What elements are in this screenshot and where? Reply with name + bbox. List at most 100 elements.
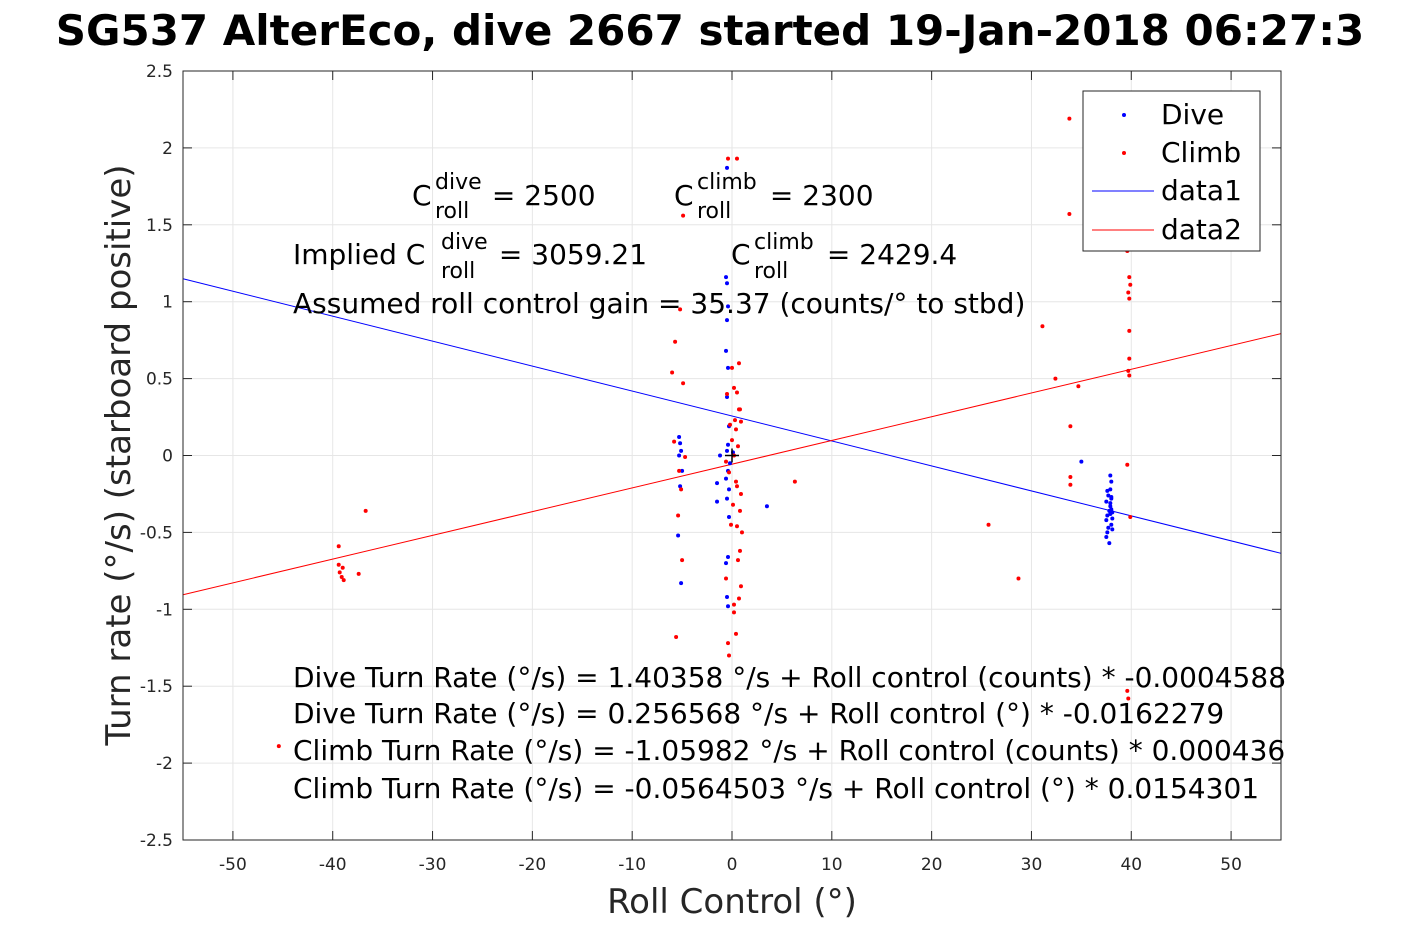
legend-data1-label: data1 <box>1161 174 1242 207</box>
implied-climb-sup: climb <box>754 230 814 255</box>
dive-point <box>677 435 682 440</box>
dive-point <box>1108 504 1113 509</box>
y-tick-label: 0.5 <box>146 370 173 390</box>
implied-climb-base: C <box>731 238 751 271</box>
x-tick-label: -40 <box>319 855 347 875</box>
implied-climb-sub: roll <box>754 259 788 284</box>
climb-point <box>673 339 678 344</box>
climb-point <box>986 522 991 527</box>
dive-point <box>724 348 729 353</box>
climb-point <box>363 508 368 513</box>
y-axis-label: Turn rate (°/s) (starboard positive) <box>99 164 139 746</box>
dive-point <box>764 504 769 509</box>
climb-point <box>1068 475 1073 480</box>
dive-point <box>1106 493 1111 498</box>
axis-ticks: -50 -40 -30 -20 -10 0 10 20 30 40 50-2.5-2-1.5-1-0… <box>140 62 1281 875</box>
gain-annotation: Assumed roll control gain = 35.37 (count… <box>293 287 1025 320</box>
legend-box <box>1082 90 1261 252</box>
implied-dive-sub: roll <box>441 259 475 284</box>
climb-point <box>1127 328 1132 333</box>
x-tick-label: 0 <box>727 855 738 875</box>
dive-point <box>726 442 731 447</box>
implied-climb-value: = 2429.4 <box>818 238 957 271</box>
dive-point <box>725 448 730 453</box>
climb-point <box>677 468 682 473</box>
x-tick-label: -30 <box>419 855 447 875</box>
legend-climb-marker <box>1122 151 1126 155</box>
x-tick-label: -10 <box>618 855 646 875</box>
dive-point <box>1105 530 1110 535</box>
c-climb-sup: climb <box>697 170 757 195</box>
implied-dive-value: = 3059.21 <box>490 238 647 271</box>
plot-frame <box>182 70 1282 841</box>
y-tick-label: -2 <box>156 754 173 774</box>
dive-point <box>679 448 684 453</box>
dive-point <box>1108 487 1113 492</box>
y-tick-label: 0 <box>162 447 173 467</box>
dive-point <box>1104 535 1109 540</box>
legend-dive-label: Dive <box>1161 98 1224 131</box>
dive-point <box>678 484 683 489</box>
climb-point <box>727 470 732 475</box>
dive-point <box>724 275 729 280</box>
dive-point <box>718 453 723 458</box>
climb-point <box>681 381 686 386</box>
climb-point <box>336 544 341 549</box>
dive-point <box>1107 541 1112 546</box>
climb-point <box>734 524 739 529</box>
x-tick-label: 10 <box>821 855 843 875</box>
y-tick-label: 1.5 <box>146 216 173 236</box>
climb-point <box>1127 275 1132 280</box>
climb-point <box>674 634 679 639</box>
climb-point <box>678 307 683 312</box>
climb-point <box>683 455 688 460</box>
dive-point <box>1110 527 1115 532</box>
dive-point <box>1108 501 1113 506</box>
climb-point <box>1068 424 1073 429</box>
legend: Dive Climb data1 data2 <box>1082 90 1261 252</box>
climb-point <box>1125 462 1130 467</box>
climb-point <box>1067 116 1072 121</box>
c-dive-value: = 2500 <box>483 179 596 212</box>
climb-point <box>1076 384 1081 389</box>
climb-point <box>672 439 677 444</box>
x-tick-label: 20 <box>921 855 943 875</box>
climb-point <box>733 427 738 432</box>
legend-dive-marker <box>1122 113 1126 117</box>
fit-lines <box>182 278 1282 596</box>
dive-point <box>1105 513 1110 518</box>
data1-fit-line <box>182 278 1282 554</box>
climb-equation-degrees: Climb Turn Rate (°/s) = -0.0564503 °/s +… <box>293 772 1259 805</box>
dive-point <box>1110 510 1115 515</box>
climb-point <box>728 422 733 427</box>
climb-point <box>730 365 734 370</box>
dive-point <box>726 304 731 309</box>
climb-point <box>1016 576 1021 581</box>
climb-point <box>1126 368 1131 373</box>
y-tick-label: 2 <box>162 139 173 159</box>
climb-point <box>726 641 731 646</box>
climb-point <box>341 578 346 583</box>
dive-point <box>724 476 729 481</box>
dive-point <box>725 395 730 400</box>
implied-climb-annotation: C climb roll = 2429.4 <box>731 230 957 284</box>
climb-point <box>730 438 734 443</box>
dive-point <box>725 594 730 599</box>
dive-point <box>726 555 731 560</box>
climb-point <box>1040 324 1045 329</box>
chart-title: SG537 AlterEco, dive 2667 started 19-Jan… <box>56 6 1364 55</box>
climb-point <box>735 558 740 563</box>
climb-point <box>738 491 743 496</box>
climb-point <box>737 407 742 412</box>
dive-point <box>679 581 684 586</box>
climb-point <box>730 502 735 507</box>
climb-point <box>731 602 736 607</box>
c-dive-sub: roll <box>435 199 469 224</box>
y-tick-label: 1 <box>162 293 173 313</box>
c-climb-sub: roll <box>697 199 731 224</box>
climb-point <box>734 156 739 161</box>
climb-point <box>680 558 685 563</box>
dive-point <box>726 604 731 609</box>
climb-point <box>737 508 742 513</box>
